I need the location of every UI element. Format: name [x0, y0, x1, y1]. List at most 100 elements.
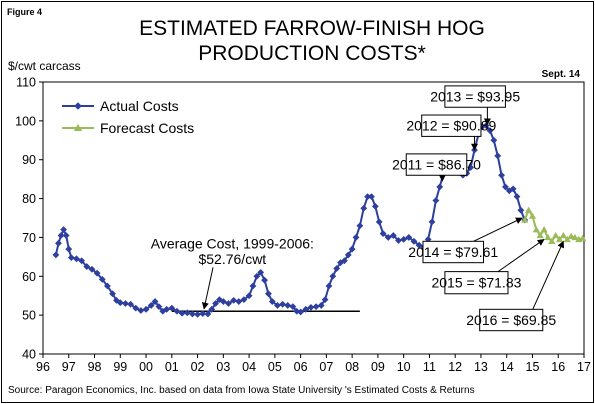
data-point: [486, 127, 494, 134]
data-point: [525, 206, 533, 213]
y-tick-label: 100: [15, 114, 36, 128]
annotation-arrow: [497, 238, 545, 273]
y-tick-label: 60: [22, 270, 36, 284]
data-point: [478, 123, 486, 131]
data-point: [389, 232, 397, 239]
x-tick-label: 01: [165, 360, 179, 374]
data-point: [57, 232, 65, 239]
data-point: [127, 300, 134, 308]
x-tick-label: 99: [113, 360, 127, 374]
data-point: [490, 136, 498, 144]
annotation: 2013 = $93.95: [430, 85, 520, 126]
annotation: 2016 = $69.85: [466, 240, 564, 332]
data-point: [552, 231, 560, 239]
annotation-label: 2015 = $71.83: [431, 275, 521, 291]
data-point: [548, 237, 556, 245]
data-point: [415, 241, 423, 249]
date-label: Sept. 14: [542, 69, 581, 80]
x-tick-label: 96: [36, 360, 50, 374]
data-point: [432, 197, 440, 204]
data-point: [189, 310, 196, 318]
data-point: [225, 300, 232, 307]
x-tick-label: 13: [474, 360, 488, 374]
data-point: [67, 254, 75, 262]
data-point: [297, 308, 305, 316]
x-tick-label: 03: [216, 360, 230, 374]
data-point: [364, 193, 371, 201]
data-point: [494, 152, 502, 160]
x-tick-label: 08: [345, 360, 359, 374]
data-point: [122, 300, 129, 307]
data-point: [505, 187, 513, 195]
data-point: [230, 296, 238, 304]
data-point: [379, 230, 387, 237]
legend-label-actual: Actual Costs: [100, 98, 179, 114]
data-point: [436, 183, 444, 191]
data-point: [517, 206, 525, 214]
data-point: [563, 235, 571, 243]
data-point: [62, 232, 70, 239]
data-point: [307, 303, 315, 311]
data-point: [113, 296, 120, 304]
data-point: [571, 233, 579, 241]
data-point: [371, 202, 379, 210]
data-point: [104, 282, 111, 290]
data-point: [536, 231, 544, 239]
data-point: [498, 171, 505, 179]
series-forecast-costs: [521, 206, 587, 245]
data-point: [178, 309, 186, 317]
x-tick-label: 14: [500, 360, 514, 374]
annotation-label: 2014 = $79.61: [408, 244, 498, 260]
data-point: [502, 183, 509, 191]
data-point: [83, 263, 91, 270]
x-tick-label: 02: [191, 360, 205, 374]
data-point: [544, 233, 552, 241]
data-point: [279, 300, 286, 308]
data-point: [249, 282, 257, 290]
legend-label-forecast: Forecast Costs: [100, 120, 194, 136]
data-point: [321, 296, 329, 303]
data-point: [60, 226, 68, 234]
data-point: [532, 226, 540, 233]
data-point: [142, 305, 150, 313]
data-point: [147, 302, 155, 309]
data-point: [348, 245, 356, 253]
x-tick-label: 98: [88, 360, 102, 374]
data-point: [375, 218, 383, 226]
data-point: [400, 235, 408, 243]
data-point: [55, 239, 62, 247]
data-point: [405, 234, 413, 241]
legend-marker-forecast: [73, 124, 83, 131]
y-axis: 40 50 60 70 80 90 100 110: [15, 76, 43, 362]
x-tick-label: 09: [371, 360, 385, 374]
annotation-arrow: [473, 217, 523, 242]
y-tick-label: 110: [16, 76, 36, 90]
data-point: [65, 245, 73, 253]
annotation-box: [421, 114, 482, 137]
data-point: [384, 234, 392, 241]
y-axis-label: $/cwt carcass: [8, 59, 81, 73]
data-point: [268, 298, 276, 305]
data-point: [428, 218, 436, 226]
x-tick-label: 11: [423, 360, 436, 374]
annotation-label: 2012 = $90.89: [406, 118, 496, 134]
x-tick-label: 12: [448, 360, 462, 374]
chart-title-line2: PRODUCTION COSTS*: [198, 42, 426, 65]
x-tick-label: 06: [294, 360, 308, 374]
x-tick-label: 17: [577, 360, 591, 374]
annotation: 2014 = $79.61: [408, 217, 523, 264]
legend-marker-actual: [74, 102, 82, 110]
x-tick-label: 00: [139, 360, 153, 374]
y-tick-label: 40: [22, 348, 36, 362]
data-point: [151, 298, 159, 305]
figure-label: Figure 4: [7, 7, 42, 17]
data-point: [344, 251, 352, 259]
data-point: [240, 296, 248, 303]
annotation-box: [405, 153, 468, 176]
data-point: [194, 310, 201, 318]
data-point: [567, 232, 575, 239]
data-point: [410, 237, 418, 245]
annotation-label: 2013 = $93.95: [430, 89, 520, 105]
data-point: [88, 265, 96, 273]
